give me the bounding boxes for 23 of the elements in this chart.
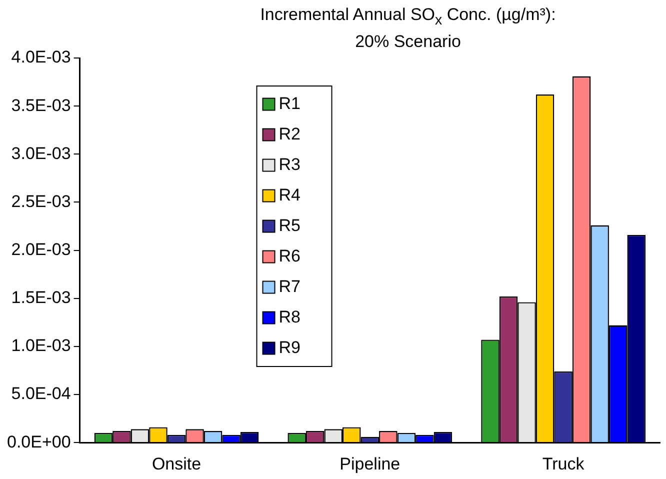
y-tick-label: 1.5E-03 <box>11 288 71 308</box>
legend-label: R9 <box>278 338 300 357</box>
x-tick-label: Onsite <box>152 454 202 474</box>
legend-label: R6 <box>278 246 300 266</box>
y-tick-label: 4.0E-03 <box>11 48 71 67</box>
y-tick-label: 2.0E-03 <box>11 240 71 259</box>
legend-label: R5 <box>278 216 300 235</box>
y-tick-label: 2.5E-03 <box>11 192 71 211</box>
y-tick-label: 3.5E-03 <box>11 96 71 115</box>
x-tick-label: Truck <box>542 454 585 474</box>
legend-label: R8 <box>278 307 300 326</box>
legend-label: R2 <box>278 124 300 144</box>
legend-label: R7 <box>278 276 300 296</box>
y-tick-label: 0.0E+00 <box>6 432 71 452</box>
y-tick-label: 5.0E-04 <box>11 384 71 404</box>
legend-label: R4 <box>278 185 300 204</box>
chart-title: Incremental Annual SO$_{x}$ Conc. (µg/m³): <box>259 4 557 30</box>
y-tick-label: 3.0E-03 <box>11 144 71 163</box>
legend-label: R1 <box>278 94 300 113</box>
x-tick-label: Pipeline <box>340 454 400 474</box>
chart-subtitle: 20% Scenario <box>354 31 462 54</box>
y-tick-label: 1.0E-03 <box>11 336 71 356</box>
legend-label: R3 <box>278 154 300 174</box>
